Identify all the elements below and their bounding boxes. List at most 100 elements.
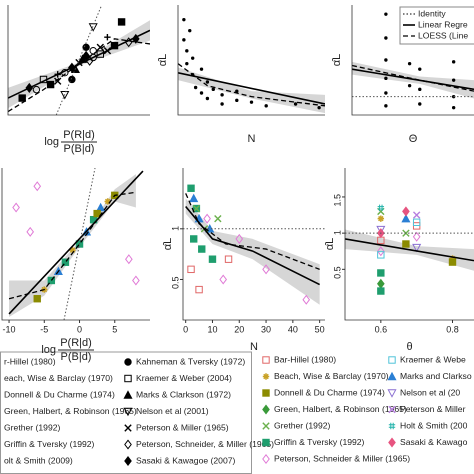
point	[124, 439, 132, 450]
point	[384, 76, 388, 81]
point	[448, 258, 457, 266]
fit-line	[63, 168, 96, 320]
point	[69, 246, 76, 254]
point	[451, 78, 456, 82]
point	[377, 246, 385, 257]
point	[418, 67, 422, 71]
plot-area	[8, 5, 150, 115]
point	[377, 287, 385, 295]
point	[235, 98, 239, 103]
panel: 0.6 0.8 0.5 1 1.5 θ α̂L	[324, 168, 474, 353]
point	[117, 18, 126, 26]
point	[384, 104, 388, 108]
plot-area	[345, 204, 474, 295]
fit-line	[185, 193, 320, 270]
point	[262, 389, 270, 397]
x-tick-label: 10	[207, 324, 217, 334]
point	[199, 91, 204, 95]
x-label: P(B|d)	[64, 143, 95, 155]
x-tick-label: 0.8	[446, 324, 459, 334]
legend-label: Green, Halbert, & Robinson (1965)	[4, 406, 137, 416]
y-tick-label: 1.5	[332, 194, 342, 207]
legend-label: Linear Regre	[418, 19, 468, 29]
y-tick-label: 0.5	[170, 276, 180, 289]
panel: 0 10 20 30 40 50 0.5 1 Nα̂L	[162, 168, 325, 353]
point	[185, 61, 189, 66]
point	[264, 104, 268, 108]
legend-label: Peterson & Miller (1965)	[136, 422, 229, 432]
point	[407, 83, 412, 88]
x-tick-label: 40	[288, 324, 298, 334]
x-tick-label: 0	[77, 324, 82, 334]
point	[124, 424, 132, 432]
point	[214, 214, 222, 223]
point	[451, 60, 456, 64]
point	[208, 255, 217, 263]
point	[124, 455, 132, 467]
y-tick-label: 0.5	[332, 266, 342, 279]
legend-label: Holt & Smith (200	[400, 420, 468, 430]
point	[33, 295, 41, 303]
legend-label: Sasaki & Kawagoe (2007)	[136, 455, 236, 465]
point	[188, 28, 192, 33]
point	[412, 211, 421, 219]
legend-label: r-Hillel (1980)	[4, 356, 56, 366]
axes	[7, 5, 150, 116]
point	[132, 275, 140, 286]
x-label: log	[44, 136, 59, 148]
y-label: α̂L	[324, 238, 336, 250]
point	[451, 105, 456, 110]
legend-label: Beach, Wise & Barclay (1970)	[274, 371, 389, 381]
x-label: N	[248, 133, 256, 145]
point	[220, 102, 224, 106]
point	[203, 213, 211, 224]
point	[377, 269, 385, 277]
legend-label: Kahneman & Tversky (1972)	[136, 356, 245, 366]
point	[412, 243, 422, 253]
point	[376, 225, 386, 235]
x-label: P(B|d)	[61, 351, 92, 363]
legend-label: Peterson & Miller	[400, 404, 466, 414]
point	[189, 193, 199, 203]
panel: log P(R|d) P(B|d)	[7, 5, 150, 155]
point	[412, 218, 421, 226]
point	[388, 356, 396, 364]
point	[262, 438, 270, 447]
point	[387, 389, 397, 398]
axes	[182, 168, 325, 321]
legend-label: Nelson et al (2001)	[136, 406, 209, 416]
legend-label: each, Wise & Barclay (1970)	[4, 373, 113, 383]
legend-label: Nelson et al (20	[400, 387, 460, 397]
point	[407, 61, 412, 66]
point	[182, 17, 186, 22]
fit-line	[178, 72, 325, 105]
point	[235, 89, 239, 93]
point	[104, 33, 111, 41]
point	[185, 49, 189, 53]
legend-label: Peterson, Schneider, & Miller (1965)	[136, 439, 274, 449]
fit-line	[8, 170, 144, 315]
x-tick-label: -5	[40, 324, 48, 334]
point	[262, 453, 270, 465]
point	[32, 85, 41, 94]
fit-line	[345, 238, 474, 262]
point	[82, 43, 90, 52]
point	[317, 105, 321, 110]
fit-line	[352, 64, 474, 92]
x-tick-label: 20	[234, 324, 244, 334]
point	[262, 373, 270, 380]
x-tick-label: -10	[3, 324, 16, 334]
axes	[344, 168, 474, 321]
legend-label: olt & Smith (2009)	[4, 455, 73, 465]
point	[18, 94, 26, 102]
point	[198, 245, 206, 253]
point	[205, 96, 210, 101]
point	[192, 204, 201, 213]
x-label: log	[41, 344, 56, 356]
point	[262, 264, 270, 275]
legend-label: Kraemer & Webe	[400, 354, 466, 364]
x-label: θ	[406, 341, 412, 353]
point	[96, 43, 104, 52]
